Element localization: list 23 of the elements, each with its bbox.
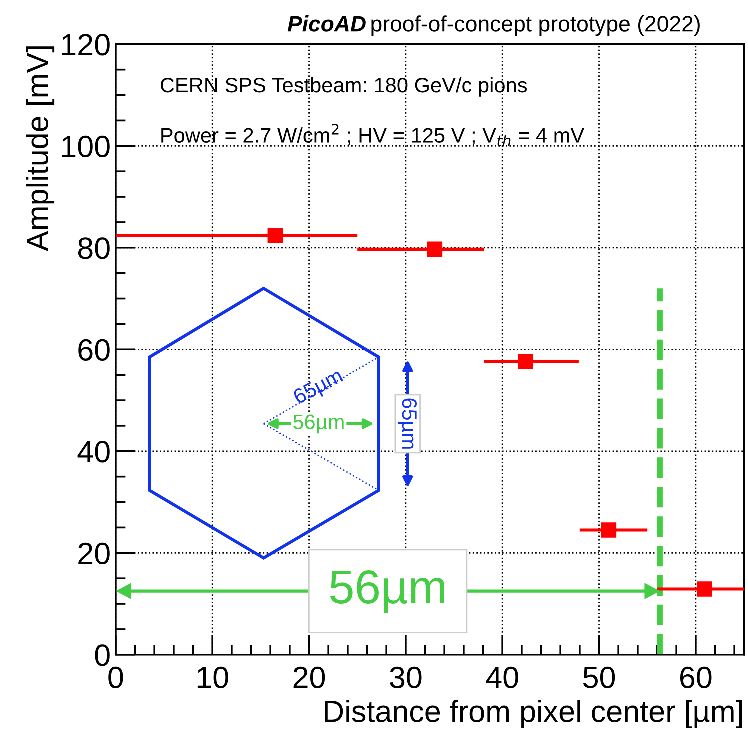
- x-tick-label: 40: [486, 666, 518, 688]
- y-tick-label: 80: [78, 238, 110, 260]
- y-tick-label: 60: [78, 339, 110, 362]
- y-tick-label: 120: [62, 34, 110, 56]
- y-tick-label: 40: [78, 441, 110, 463]
- x-axis-title: Distance from pixel center [µm]: [325, 700, 742, 729]
- x-tick-label: 60: [680, 666, 712, 688]
- annotation: 65µm: [292, 368, 346, 408]
- annotation: 56µm: [294, 414, 344, 434]
- x-tick-label: 30: [390, 666, 422, 688]
- x-tick-label: 20: [294, 666, 326, 688]
- annotation: 65µm: [398, 398, 418, 449]
- annotation: 56µm: [330, 570, 444, 614]
- annotation: CERN SPS Testbeam: 180 GeV/c pions: [160, 77, 528, 97]
- x-tick-label: 10: [198, 666, 228, 688]
- y-tick-label: 100: [62, 136, 110, 158]
- y-tick-label: 0: [95, 644, 110, 666]
- y-axis-title: Amplitude [mV]: [26, 46, 55, 252]
- x-tick-label: 0: [108, 666, 124, 688]
- annotation: Power = 2.7 W/cm$^{2}$ ; HV = 125 V ; V$_{th}$ = 4 mV: [162, 124, 584, 146]
- y-tick-label: 20: [78, 542, 110, 565]
- x-tick-label: 50: [583, 666, 616, 688]
- chart-title: PicoAD proof-of-concept prototype (2022): [288, 16, 700, 36]
